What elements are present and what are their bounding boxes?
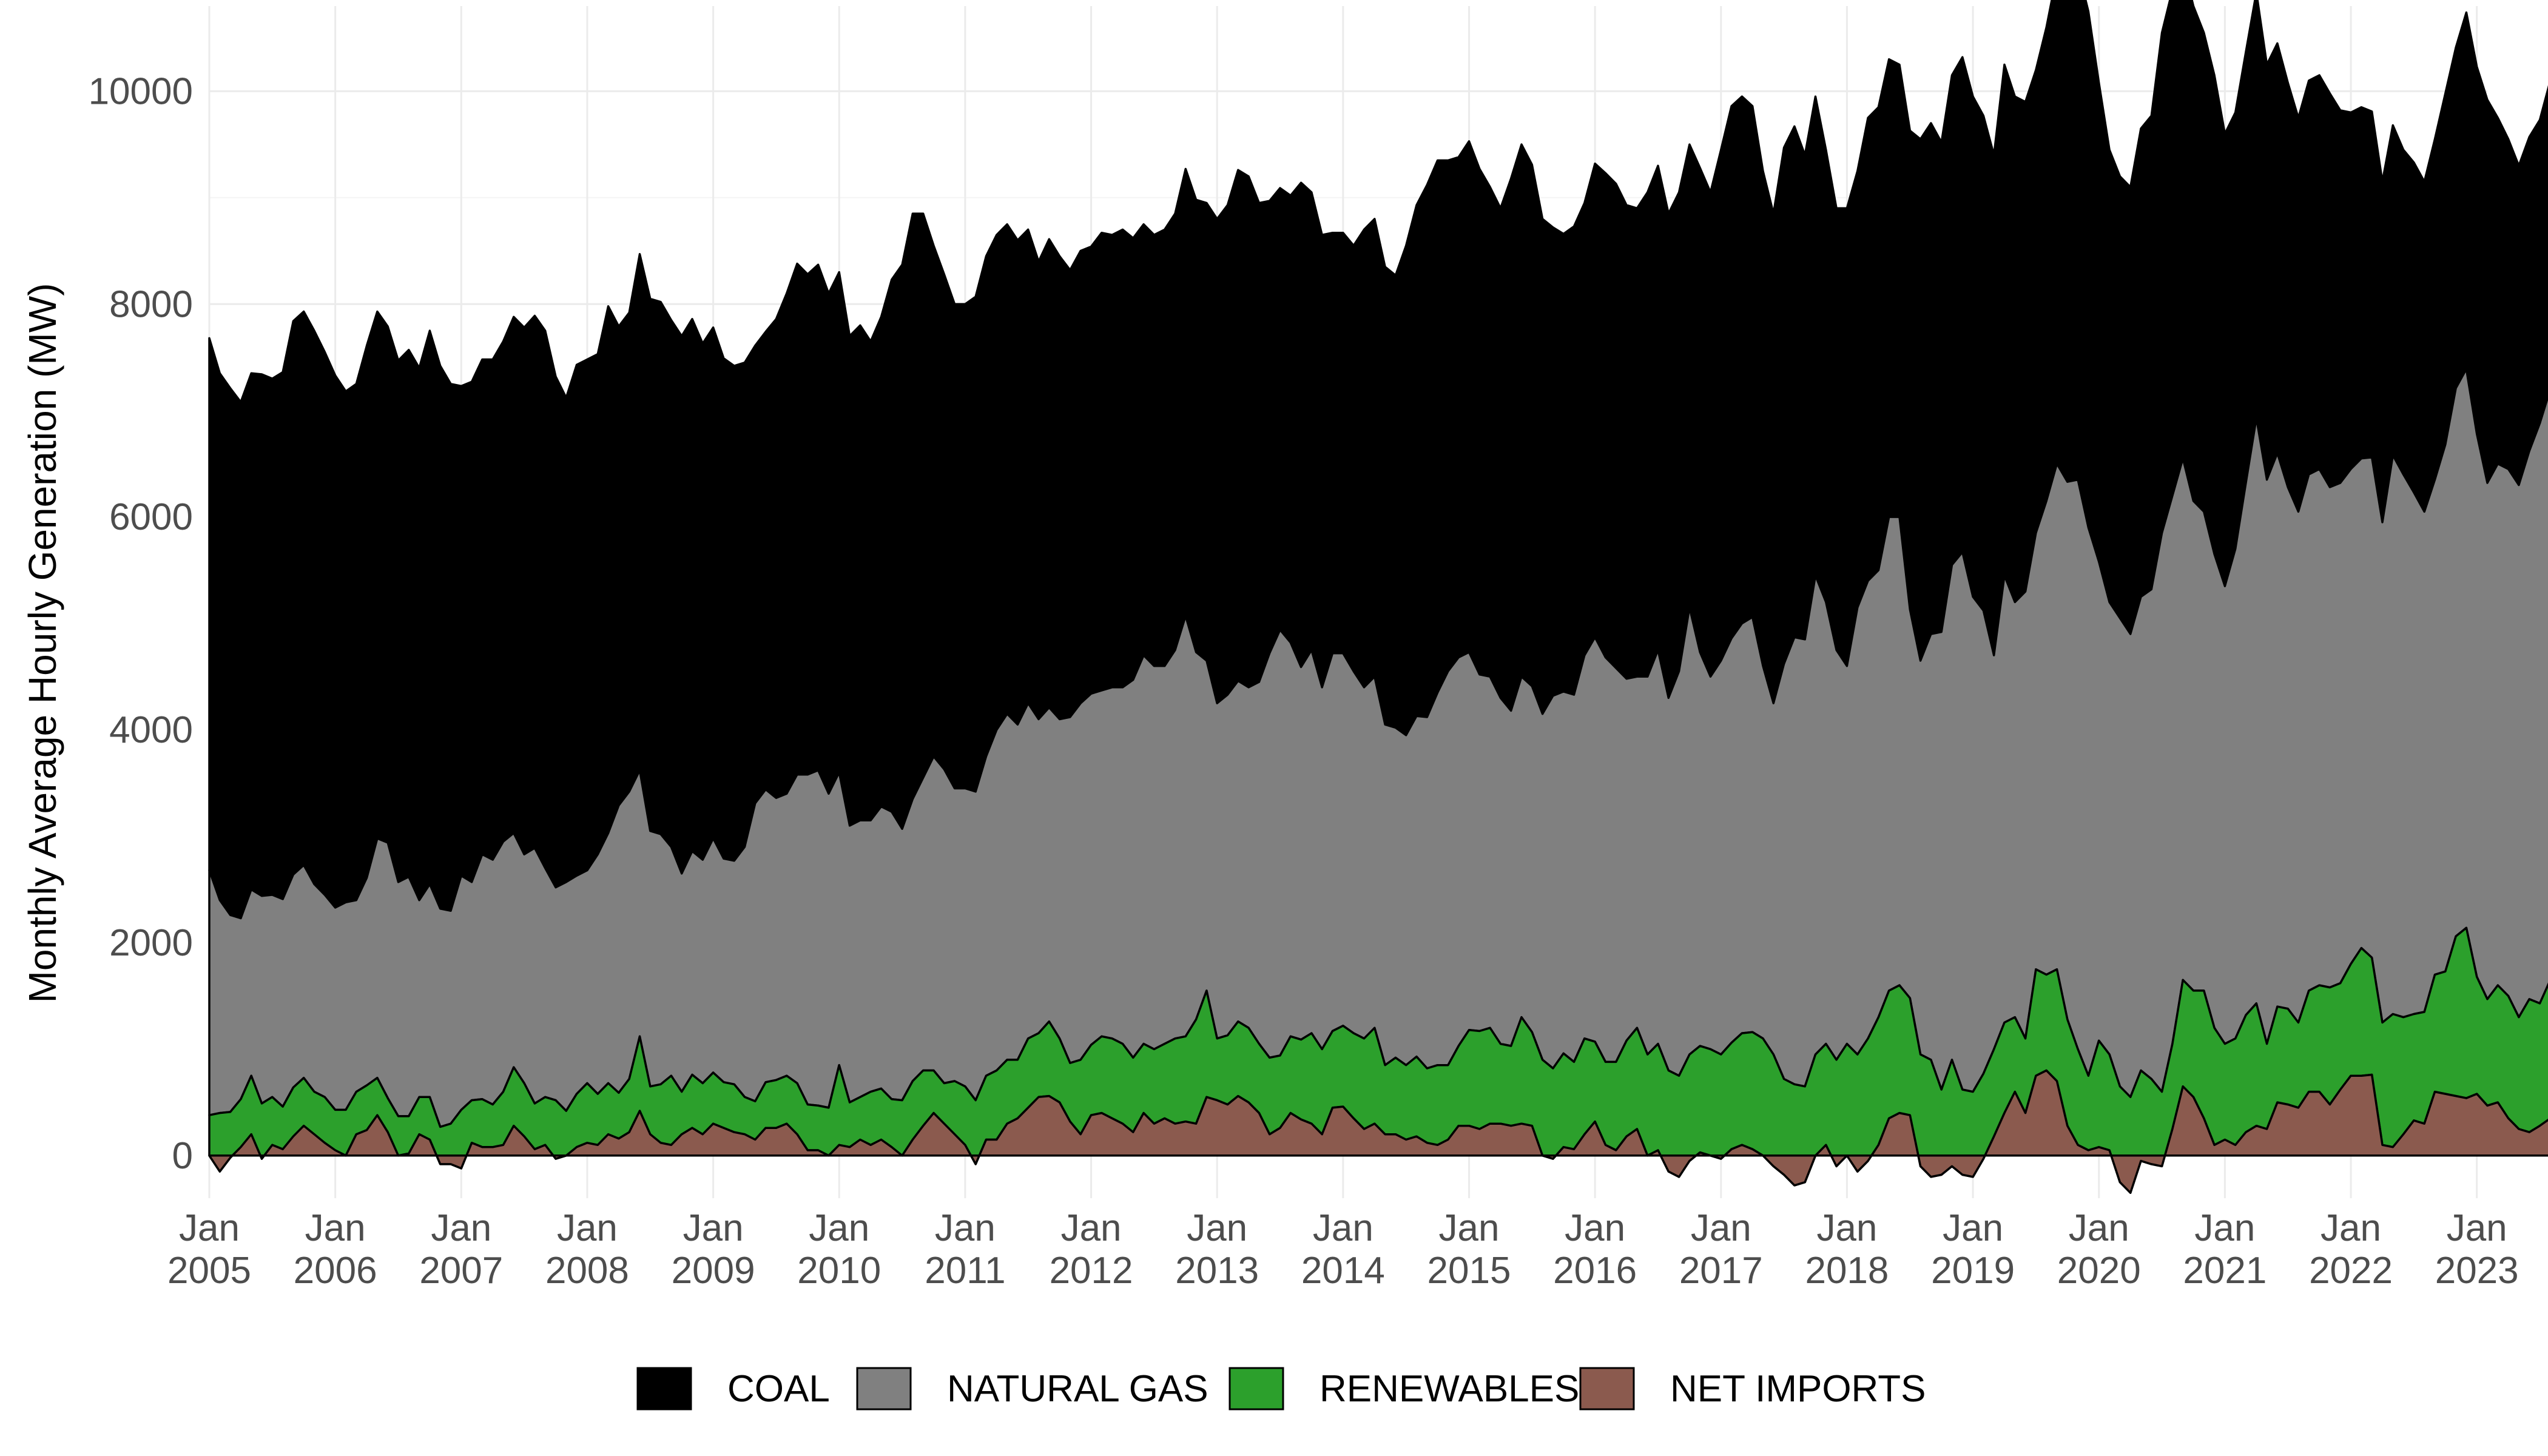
x-tick-month: Jan (935, 1207, 996, 1249)
x-tick-month: Jan (683, 1207, 744, 1249)
x-tick-month: Jan (305, 1207, 366, 1249)
x-tick-month: Jan (1565, 1207, 1625, 1249)
x-tick-year: 2014 (1301, 1250, 1385, 1292)
x-tick-year: 2016 (1553, 1250, 1637, 1292)
legend-label: NATURAL GAS (947, 1368, 1208, 1410)
y-tick-label: 4000 (109, 709, 193, 751)
x-tick-year: 2020 (2057, 1250, 2141, 1292)
legend-key (1228, 1367, 1284, 1410)
x-tick-year: 2010 (797, 1250, 881, 1292)
y-tick-label: 2000 (109, 922, 193, 964)
legend-label: RENEWABLES (1320, 1368, 1579, 1410)
y-axis: 0 2000 4000 6000 8000 10000 (89, 70, 193, 1176)
legend-key (1579, 1367, 1635, 1410)
x-tick-year: 2009 (672, 1250, 755, 1292)
x-tick-year: 2017 (1679, 1250, 1763, 1292)
legend-key (636, 1367, 692, 1410)
y-tick-label: 8000 (109, 283, 193, 325)
x-tick-month: Jan (2069, 1207, 2129, 1249)
y-tick-label: 6000 (109, 496, 193, 538)
x-tick-year: 2008 (545, 1250, 629, 1292)
x-tick-month: Jan (2320, 1207, 2381, 1249)
x-tick-month: Jan (1816, 1207, 1877, 1249)
x-tick-year: 2005 (167, 1250, 251, 1292)
legend-item-coal: COAL (636, 1367, 830, 1410)
x-tick-year: 2015 (1427, 1250, 1511, 1292)
legend-label: COAL (727, 1368, 830, 1410)
area-series (208, 0, 2548, 1194)
x-tick-month: Jan (1313, 1207, 1373, 1249)
x-tick-year: 2021 (2183, 1250, 2267, 1292)
x-tick-month: Jan (1691, 1207, 1751, 1249)
x-tick-year: 2013 (1175, 1250, 1259, 1292)
x-tick-year: 2019 (1931, 1250, 2015, 1292)
y-tick-label: 10000 (89, 70, 193, 112)
legend-item-net-imports: NET IMPORTS (1579, 1367, 1926, 1410)
legend-label: NET IMPORTS (1670, 1368, 1926, 1410)
legend: COAL NATURAL GAS RENEWABLES NET IMPORTS (636, 1367, 1926, 1410)
area-net-imports (208, 1069, 2548, 1194)
x-axis: Jan2005Jan2006Jan2007Jan2008Jan2009Jan20… (167, 1207, 2519, 1292)
legend-key (856, 1367, 912, 1410)
x-tick-year: 2006 (294, 1250, 377, 1292)
y-axis-title: Monthly Average Hourly Generation (MW) (21, 283, 64, 1003)
x-tick-year: 2018 (1805, 1250, 1889, 1292)
x-tick-month: Jan (2447, 1207, 2507, 1249)
x-tick-month: Jan (2194, 1207, 2255, 1249)
y-tick-label: 0 (172, 1135, 193, 1177)
x-tick-month: Jan (1439, 1207, 1500, 1249)
legend-item-natural-gas: NATURAL GAS (856, 1367, 1208, 1410)
x-tick-month: Jan (1061, 1207, 1122, 1249)
x-tick-month: Jan (1187, 1207, 1247, 1249)
x-tick-year: 2011 (925, 1250, 1005, 1292)
x-tick-month: Jan (179, 1207, 240, 1249)
x-tick-month: Jan (809, 1207, 869, 1249)
x-tick-year: 2007 (419, 1250, 503, 1292)
x-tick-year: 2012 (1050, 1250, 1133, 1292)
x-tick-month: Jan (431, 1207, 491, 1249)
x-tick-month: Jan (1943, 1207, 2003, 1249)
x-tick-year: 2023 (2435, 1250, 2519, 1292)
legend-item-renewables: RENEWABLES (1228, 1367, 1579, 1410)
x-tick-month: Jan (557, 1207, 618, 1249)
x-tick-year: 2022 (2309, 1250, 2393, 1292)
